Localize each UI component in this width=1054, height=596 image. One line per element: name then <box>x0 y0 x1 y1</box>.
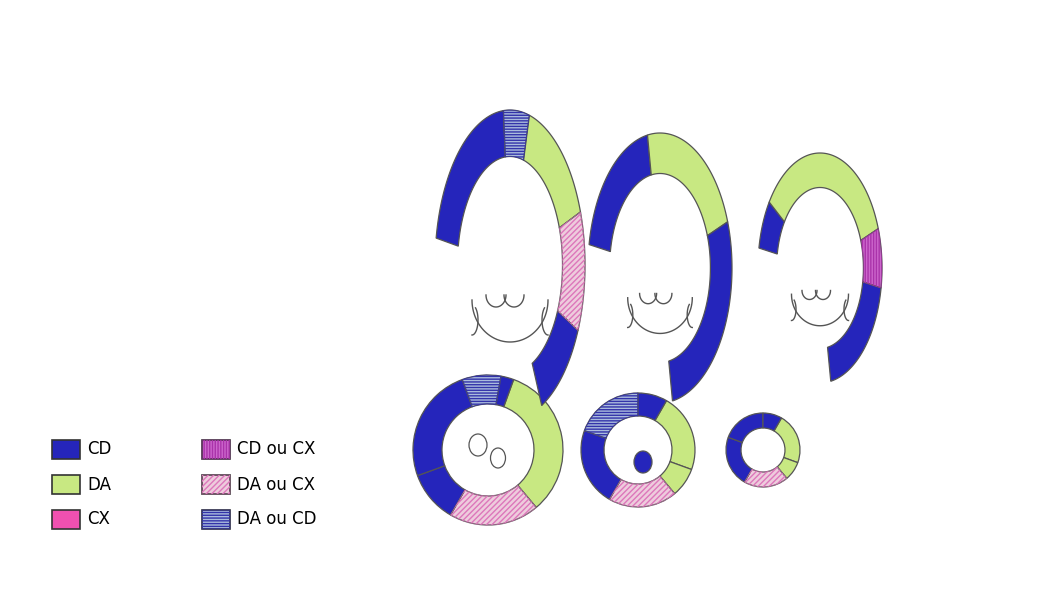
Bar <box>202 440 230 459</box>
Polygon shape <box>769 153 878 240</box>
Text: CD ou CX: CD ou CX <box>237 440 315 458</box>
Polygon shape <box>504 110 529 160</box>
Bar <box>202 475 230 494</box>
Wedge shape <box>777 458 798 479</box>
Bar <box>202 510 230 529</box>
Wedge shape <box>504 380 563 507</box>
Wedge shape <box>763 413 781 431</box>
Polygon shape <box>589 135 651 252</box>
Wedge shape <box>584 393 638 439</box>
Text: CD: CD <box>87 440 112 458</box>
Bar <box>202 475 230 494</box>
Polygon shape <box>524 115 581 228</box>
Bar <box>202 440 230 459</box>
Wedge shape <box>413 380 472 476</box>
Polygon shape <box>759 202 784 254</box>
Polygon shape <box>558 212 585 331</box>
Polygon shape <box>532 311 578 405</box>
Bar <box>202 510 230 529</box>
Polygon shape <box>436 111 506 246</box>
Text: DA ou CD: DA ou CD <box>237 511 316 529</box>
Ellipse shape <box>635 451 652 473</box>
Wedge shape <box>744 467 786 487</box>
Wedge shape <box>496 376 513 407</box>
Wedge shape <box>463 375 501 407</box>
Ellipse shape <box>490 448 506 468</box>
Wedge shape <box>655 401 695 470</box>
Text: CX: CX <box>87 511 110 529</box>
Wedge shape <box>774 418 800 462</box>
Wedge shape <box>726 437 752 482</box>
Wedge shape <box>638 393 666 421</box>
Bar <box>52 510 80 529</box>
Bar <box>52 440 80 459</box>
Wedge shape <box>728 413 763 442</box>
Polygon shape <box>668 222 731 401</box>
Polygon shape <box>647 133 727 235</box>
Wedge shape <box>450 485 536 525</box>
Ellipse shape <box>469 434 487 456</box>
Polygon shape <box>861 229 882 288</box>
Polygon shape <box>827 282 881 381</box>
Wedge shape <box>581 430 621 499</box>
Bar <box>52 475 80 494</box>
Wedge shape <box>609 476 675 507</box>
Wedge shape <box>660 462 691 493</box>
Text: DA ou CX: DA ou CX <box>237 476 315 493</box>
Text: DA: DA <box>87 476 111 493</box>
Wedge shape <box>417 465 465 515</box>
